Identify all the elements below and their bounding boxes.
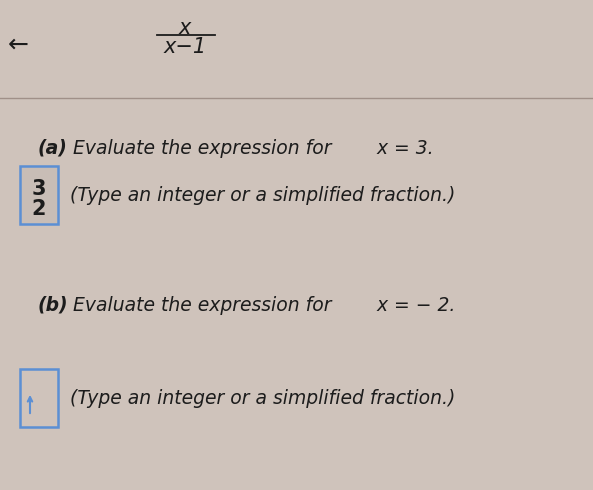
FancyBboxPatch shape	[20, 166, 58, 224]
Text: (Type an integer or a simplified fraction.): (Type an integer or a simplified fractio…	[70, 186, 455, 204]
Text: Evaluate the expression for: Evaluate the expression for	[73, 139, 337, 157]
Text: x: x	[179, 18, 191, 38]
Text: 3: 3	[32, 179, 46, 199]
Text: (a): (a)	[38, 139, 68, 157]
Text: (b): (b)	[38, 295, 69, 315]
Text: 2: 2	[32, 199, 46, 219]
Text: x: x	[376, 139, 387, 157]
Text: = 3.: = 3.	[388, 139, 433, 157]
Text: Evaluate the expression for: Evaluate the expression for	[73, 295, 337, 315]
Text: x−1: x−1	[164, 37, 206, 57]
Text: x: x	[376, 295, 387, 315]
Text: = − 2.: = − 2.	[388, 295, 455, 315]
Text: (Type an integer or a simplified fraction.): (Type an integer or a simplified fractio…	[70, 389, 455, 408]
Text: ←: ←	[8, 33, 29, 57]
FancyBboxPatch shape	[20, 369, 58, 427]
